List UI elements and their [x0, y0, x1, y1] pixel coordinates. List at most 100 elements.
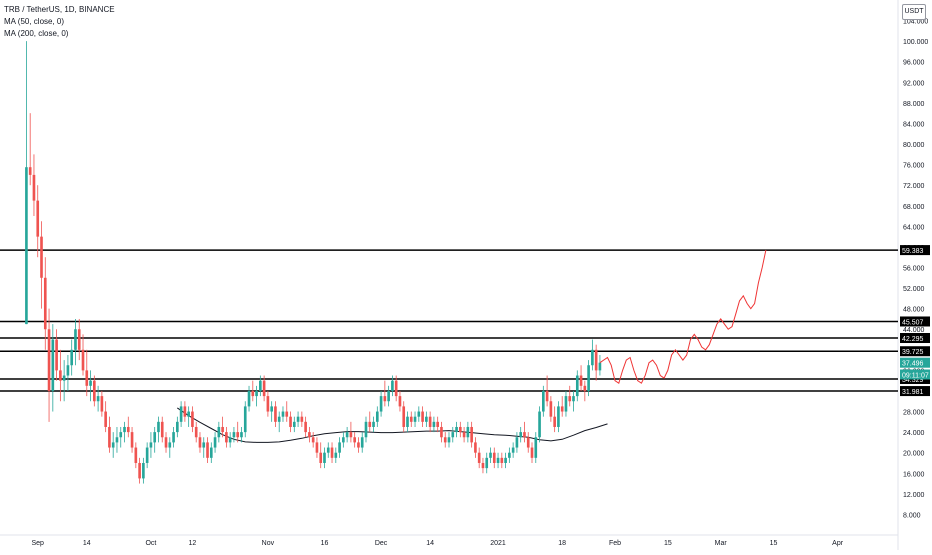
- current-price-tag: [900, 369, 930, 380]
- candle-body: [168, 442, 172, 448]
- projection-path: [599, 249, 767, 384]
- candle-body: [330, 447, 334, 458]
- x-tick-label: Nov: [262, 540, 275, 547]
- candle-body: [198, 437, 202, 448]
- candle-body: [553, 416, 556, 427]
- symbol-legend[interactable]: TRB / TetherUS, 1D, BINANCE: [4, 5, 115, 14]
- candle-body: [583, 385, 587, 391]
- candle-body: [191, 411, 194, 427]
- candle-body: [119, 432, 123, 438]
- candle-body: [289, 416, 292, 427]
- current-price-tag: [900, 357, 930, 368]
- candle-body: [568, 396, 572, 402]
- y-tick-label: 96.000: [903, 60, 925, 67]
- candle-body: [183, 406, 187, 417]
- candle-body: [387, 390, 390, 402]
- candle-body: [130, 432, 134, 448]
- y-tick-label: 64.000: [903, 224, 925, 231]
- candle-body: [85, 370, 89, 386]
- candle-body: [345, 432, 349, 438]
- candle-body: [349, 432, 353, 438]
- candle-body: [311, 437, 315, 443]
- level-price-tag: [900, 386, 930, 397]
- ma200-legend[interactable]: MA (200, close, 0): [4, 29, 69, 38]
- x-tick-label: 15: [770, 540, 778, 547]
- candle-body: [564, 396, 568, 412]
- candle-body: [277, 416, 281, 422]
- candle-body: [247, 390, 251, 407]
- candle-body: [281, 411, 285, 417]
- x-tick-label: Mar: [715, 540, 728, 547]
- candle-body: [176, 421, 179, 433]
- y-tick-label: 88.000: [903, 101, 925, 108]
- candle-body: [409, 416, 413, 422]
- x-tick-label: 14: [426, 540, 434, 547]
- candle-body: [560, 406, 564, 412]
- y-tick-label: 80.000: [903, 142, 925, 149]
- candle-body: [262, 380, 266, 397]
- candle-body: [342, 437, 345, 443]
- candle-body: [134, 447, 138, 463]
- x-tick-label: 16: [321, 540, 329, 547]
- candle-body: [93, 380, 96, 402]
- candle-body: [394, 380, 398, 397]
- candle-body: [70, 349, 74, 366]
- candle-body: [157, 421, 160, 433]
- candle-body: [240, 432, 243, 438]
- ma50-legend[interactable]: MA (50, close, 0): [4, 17, 65, 26]
- candle-body: [530, 447, 534, 458]
- candle-body: [383, 396, 387, 402]
- y-tick-label: 84.000: [903, 121, 925, 128]
- current-price-label: 37.496: [902, 361, 924, 368]
- currency-badge[interactable]: USDT: [902, 4, 926, 20]
- level-price-label: 42.295: [902, 336, 924, 343]
- candle-body: [319, 452, 323, 463]
- candle-body: [481, 462, 485, 469]
- candle-body: [500, 457, 504, 463]
- candle-body: [326, 447, 330, 453]
- y-tick-label: 68.000: [903, 204, 925, 211]
- candle-body: [443, 437, 447, 443]
- candle-body: [243, 406, 247, 433]
- x-tick-label: Apr: [832, 540, 844, 547]
- candle-body: [232, 432, 236, 438]
- x-tick-label: 14: [83, 540, 91, 547]
- candle-body: [81, 349, 85, 371]
- candle-body: [36, 200, 40, 237]
- candle-body: [66, 365, 70, 376]
- candle-body: [432, 421, 436, 427]
- y-tick-label: 24.000: [903, 430, 925, 437]
- candle-body: [40, 236, 43, 278]
- y-tick-label: 72.000: [903, 183, 925, 190]
- y-tick-label: 44.000: [903, 327, 925, 334]
- candle-body: [357, 442, 360, 448]
- candle-body: [259, 380, 262, 391]
- candle-body: [511, 447, 515, 453]
- candle-body: [391, 380, 394, 391]
- candle-body: [138, 462, 141, 479]
- candle-body: [28, 167, 32, 175]
- candle-body: [425, 416, 428, 422]
- level-price-label: 34.329: [902, 377, 924, 384]
- candle-body: [25, 167, 28, 325]
- x-tick-label: 2021: [490, 540, 506, 547]
- level-price-label: 59.383: [902, 248, 924, 255]
- level-price-tag: [900, 316, 930, 327]
- candle-body: [236, 432, 240, 438]
- candle-body: [508, 452, 511, 458]
- current-price-label: 09:11:07: [902, 373, 929, 380]
- candle-body: [470, 426, 473, 443]
- candle-body: [315, 442, 319, 453]
- candle-body: [104, 411, 107, 427]
- candle-body: [572, 396, 575, 402]
- candle-body: [126, 426, 130, 433]
- candle-body: [406, 416, 409, 427]
- candle-body: [206, 442, 209, 458]
- candle-body: [111, 442, 115, 448]
- candle-body: [292, 421, 296, 427]
- candle-body: [372, 421, 375, 427]
- candle-body: [474, 442, 477, 453]
- candle-body: [43, 277, 47, 330]
